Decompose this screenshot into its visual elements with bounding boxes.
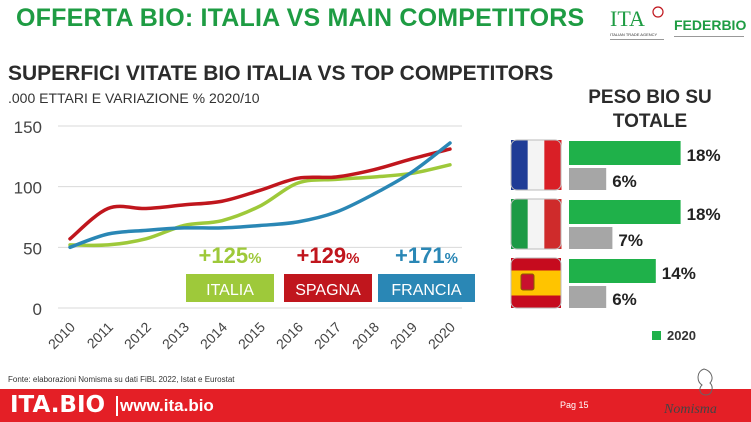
bar-value-label: 6% [612, 290, 637, 309]
bar-other [569, 227, 613, 249]
flag-border [510, 257, 562, 309]
ita-logo-caption: ITALIAN TRADE AGENCY [610, 32, 658, 37]
peso-bio-bar-chart: 18% 6% 18% 7% 14% 6% 2020 [510, 139, 721, 343]
footer-brand: ITA.BIO [10, 392, 106, 418]
footer-divider [116, 396, 118, 416]
x-tick-label: 2010 [45, 319, 78, 352]
flag-spagna-icon [510, 257, 562, 309]
series-line-spagna [68, 147, 452, 241]
country-label-italia: ITALIA [206, 282, 254, 299]
bar-2020 [569, 141, 681, 165]
page-title: OFFERTA BIO: ITALIA VS MAIN COMPETITORS [16, 4, 585, 32]
change-value: +171 [395, 243, 445, 268]
ita-logo-text: ITA [610, 6, 645, 31]
flag-emblem [520, 273, 535, 291]
change-value: +125 [199, 243, 249, 268]
nomisma-logo-text: Nomisma [663, 402, 717, 417]
bar-value-label: 14% [662, 264, 696, 283]
country-box-francia [378, 274, 475, 302]
flag-stripe [527, 140, 545, 190]
change-unit: % [445, 250, 458, 267]
flag-stripe [511, 140, 529, 190]
x-tick-label: 2013 [159, 319, 192, 352]
x-tick-label: 2016 [273, 319, 306, 352]
country-box-spagna [284, 274, 372, 302]
chart-subtitle: SUPERFICI VITATE BIO ITALIA VS TOP COMPE… [8, 62, 554, 85]
y-tick-label: 50 [23, 239, 42, 258]
series-line-italia [68, 163, 452, 248]
change-unit: % [346, 250, 359, 267]
flag-italia-icon [510, 198, 562, 250]
bar-other [569, 168, 607, 190]
flag-stripe [544, 199, 562, 249]
bar-value-label: 7% [618, 231, 643, 250]
flag-stripe [544, 140, 562, 190]
flag-stripe [511, 270, 561, 296]
bar-other [569, 286, 607, 308]
change-label-spagna: +129% [297, 243, 360, 268]
x-tick-label: 2017 [311, 319, 344, 352]
legend-label-2020: 2020 [667, 328, 696, 343]
nomisma-logo: Nomisma [663, 368, 717, 417]
ita-logo: ITA ITALIAN TRADE AGENCY [610, 6, 664, 40]
flag-border [510, 198, 562, 250]
footer-bar [0, 389, 751, 422]
change-label-italia: +125% [199, 243, 262, 268]
x-tick-label: 2011 [84, 319, 117, 352]
chart-units-label: .000 ETTARI E VARIAZIONE % 2020/10 [8, 90, 260, 106]
x-tick-label: 2012 [121, 319, 154, 352]
series-line-francia [68, 141, 452, 250]
x-tick-label: 2018 [349, 319, 382, 352]
x-tick-label: 2019 [387, 319, 420, 352]
bar-value-label: 18% [687, 205, 721, 224]
y-tick-label: 100 [14, 179, 42, 198]
y-tick-label: 150 [14, 118, 42, 137]
peso-bio-title: PESO BIO SU TOTALE [588, 87, 712, 132]
flag-border [510, 139, 562, 191]
flag-stripe [511, 199, 529, 249]
bar-2020 [569, 259, 656, 283]
x-tick-label: 2020 [425, 319, 458, 352]
flag-stripe [527, 199, 545, 249]
federbio-logo-text: FEDERBIO [674, 17, 746, 33]
source-note: Fonte: elaborazioni Nomisma su dati FiBL… [8, 375, 235, 384]
legend-swatch-2020 [652, 331, 661, 340]
country-box-italia [186, 274, 274, 302]
flag-francia-icon [510, 139, 562, 191]
y-tick-label: 0 [33, 300, 42, 319]
x-tick-label: 2014 [197, 319, 230, 352]
page-number: Pag 15 [560, 400, 589, 410]
country-label-francia: FRANCIA [391, 282, 462, 299]
change-unit: % [248, 250, 261, 267]
bar-2020 [569, 200, 681, 224]
footer-url-link[interactable]: www.ita.bio [120, 396, 214, 415]
x-tick-label: 2015 [235, 319, 268, 352]
change-value: +129 [297, 243, 347, 268]
change-label-francia: +171% [395, 243, 458, 268]
bar-value-label: 6% [612, 172, 637, 191]
country-label-spagna: SPAGNA [295, 282, 361, 299]
bar-value-label: 18% [687, 146, 721, 165]
federbio-logo: FEDERBIO [674, 17, 746, 37]
